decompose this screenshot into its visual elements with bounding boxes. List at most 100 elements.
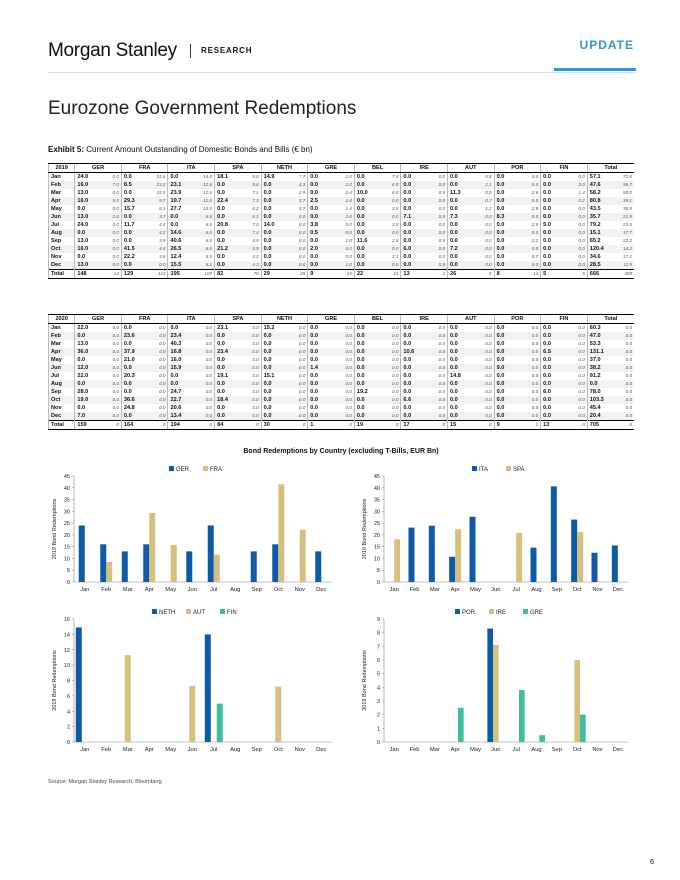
bond-value: 23.1 xyxy=(167,181,195,189)
bill-value: 0.0 xyxy=(566,412,588,421)
x-tick-label: Apr xyxy=(145,587,154,593)
badge-underline xyxy=(554,68,636,71)
bill-value: 0.0 xyxy=(101,412,122,421)
bar-fin xyxy=(216,703,223,742)
x-tick-label: Mar xyxy=(430,587,440,593)
bill-value: 0.0 xyxy=(520,245,541,253)
bond-value: 35.7 xyxy=(586,213,614,221)
bond-value: 0.0 xyxy=(540,356,567,364)
bill-value: 0.0 xyxy=(566,348,588,356)
bond-value: 0.0 xyxy=(353,340,381,348)
total-bill-value: 0 xyxy=(287,420,308,430)
bill-value: 0.0 xyxy=(427,348,448,356)
bill-value: 0.7 xyxy=(531,254,539,259)
bond-value: 0.0 xyxy=(400,323,428,332)
y-tick-label: 0 xyxy=(377,740,380,746)
bill-value: 0.8 xyxy=(485,174,492,179)
column-header: FRA xyxy=(120,163,168,173)
bond-value: 0.0 xyxy=(120,172,148,181)
bar-gre xyxy=(539,735,545,742)
bill-value: 0.0 xyxy=(334,412,355,421)
bond-value: 0.0 xyxy=(120,380,148,388)
bond-value: 0.0 xyxy=(353,245,381,253)
y-tick-label: 2 xyxy=(377,713,380,719)
bond-value: 0.0 xyxy=(120,340,148,348)
bar-ger xyxy=(186,551,193,582)
x-tick-label: Jan xyxy=(389,747,398,753)
bill-value: 56.7 xyxy=(613,181,634,189)
bill-value: 0.0 xyxy=(194,412,215,421)
bond-value: 57.1 xyxy=(586,172,614,181)
y-tick-label: 25 xyxy=(374,521,380,527)
bill-value: 72.6 xyxy=(623,174,632,179)
bill-value: 0.0 xyxy=(101,380,122,388)
bond-value: 0.0 xyxy=(260,189,288,197)
bond-value: 23.4 xyxy=(214,348,241,356)
bill-value: 5.0 xyxy=(101,197,122,205)
bond-value: 22.2 xyxy=(120,253,148,261)
bill-value: 0.5 xyxy=(438,190,445,195)
y-tick-label: 10 xyxy=(64,663,70,669)
bill-value: 0.0 xyxy=(438,341,445,346)
bill-value: 11.9 xyxy=(613,261,634,270)
table-row: Feb 0.0 0.0 23.6 0.0 23.4 0.0 0.0 0.0 0.0 0.0 0.0 0.… xyxy=(47,332,634,340)
bill-value: 9.0 xyxy=(252,174,259,179)
bar-aut xyxy=(275,686,282,742)
total-bond-value: 22 xyxy=(353,269,381,279)
bond-value: 0.0 xyxy=(493,340,521,348)
bill-value: 0.0 xyxy=(101,261,122,270)
column-header: POR xyxy=(493,314,541,324)
chart-neth-aut-fin: NETH AUT FIN 0 2 4 6 8 10 12 14 16 2019 Bond Redempt… xyxy=(52,609,332,753)
y-tick-label: 8 xyxy=(377,631,380,637)
bond-value: 0.0 xyxy=(353,172,381,181)
bond-value: 14.6 xyxy=(167,229,195,237)
bond-value: 22.7 xyxy=(167,396,195,404)
bond-value: 10.0 xyxy=(353,189,381,197)
bill-value: 0.0 xyxy=(252,389,259,394)
column-header: SPA xyxy=(214,163,262,173)
bill-value: 0.0 xyxy=(473,348,495,356)
bond-value: 43.5 xyxy=(586,205,614,213)
x-tick-label: Feb xyxy=(410,587,420,593)
bill-value: 0.0 xyxy=(613,396,634,404)
bond-value: 0.0 xyxy=(493,197,521,205)
table-row: Jun 13.0 2.0 0.0 3.7 0.0 6.6 0.0 6.1 0.0 0.0 0.0 2.0… xyxy=(47,213,634,221)
legend-label: FIN xyxy=(227,610,237,616)
table-row: May 0.0 0.0 15.7 8.1 27.7 13.0 0.0 6.2 0.0 3.7 0.0 1… xyxy=(47,205,635,213)
bill-value: 0.0 xyxy=(578,254,585,259)
bill-value: 1.4 xyxy=(578,190,585,195)
bond-value: 0.0 xyxy=(74,205,102,213)
bill-value: 0.0 xyxy=(427,396,448,404)
bill-value: 50.0 xyxy=(623,190,632,195)
y-tick-label: 3 xyxy=(377,699,380,705)
bond-value: 0.0 xyxy=(307,237,335,245)
bond-value: 0.0 xyxy=(353,213,381,221)
bond-value: 0.0 xyxy=(493,356,521,364)
bill-value: 0.0 xyxy=(625,389,632,394)
bill-value: 6.6 xyxy=(205,238,213,243)
bill-value: 0.0 xyxy=(287,412,308,421)
y-tick-label: 5 xyxy=(377,672,380,678)
bond-value: 12.0 xyxy=(74,364,102,372)
bond-value: 26.5 xyxy=(167,245,195,253)
x-tick-label: Nov xyxy=(295,747,305,753)
year-header: 2019 xyxy=(47,163,75,173)
bond-value: 0.0 xyxy=(214,189,241,197)
table-row: Nov 0.0 0.0 22.2 3.6 12.4 5.5 0.0 4.2 0.0 0.0 0.0 0.… xyxy=(47,253,635,261)
bond-value: 131.1 xyxy=(586,348,614,356)
bill-value: 0.0 xyxy=(531,357,539,362)
bill-value: 0.0 xyxy=(473,412,495,421)
bond-value: 53.3 xyxy=(586,340,614,348)
column-header: Total xyxy=(586,314,634,324)
legend-swatch xyxy=(455,609,460,614)
y-tick-label: 9 xyxy=(377,617,380,623)
bill-value: 0.0 xyxy=(112,190,119,195)
bond-value: 0.0 xyxy=(400,229,428,237)
bill-value: 0.0 xyxy=(147,332,168,340)
bar-ger xyxy=(100,544,107,582)
total-bill-value: 0 xyxy=(613,420,634,430)
table-row: Sep 28.0 0.0 0.0 0.0 24.7 0.0 0.0 0.0 0.0 0.0 0.0 0.… xyxy=(47,388,635,396)
bill-value: 0.0 xyxy=(438,405,445,410)
total-bill-value: 0 xyxy=(240,420,262,430)
total-bill-value: 2 xyxy=(427,269,448,279)
